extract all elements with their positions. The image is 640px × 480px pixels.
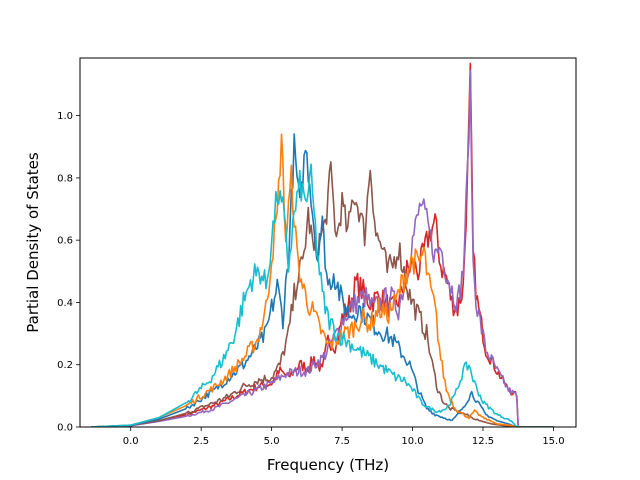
y-tick-label: 0.0 (57, 423, 73, 434)
y-tick-label: 0.8 (57, 173, 73, 184)
y-tick-label: 0.2 (57, 360, 73, 371)
x-tick-label: 7.5 (334, 436, 350, 447)
x-tick-label: 5.0 (264, 436, 280, 447)
series-line-6 (91, 163, 554, 427)
y-axis-label: Partial Density of States (24, 152, 42, 333)
x-tick-label: 0.0 (123, 436, 139, 447)
x-tick-label: 2.5 (193, 436, 209, 447)
x-axis-ticks: 0.0 2.5 5.0 7.5 10.0 12.5 15.0 (123, 427, 565, 447)
series-layer (91, 62, 554, 427)
y-tick-label: 0.4 (57, 298, 73, 309)
x-tick-label: 12.5 (472, 436, 494, 447)
x-axis-label: Frequency (THz) (267, 456, 389, 474)
series-line-2 (91, 69, 554, 427)
y-tick-label: 0.6 (57, 236, 73, 247)
x-tick-label: 15.0 (542, 436, 564, 447)
series-line-4 (91, 133, 554, 427)
series-line-5 (91, 133, 554, 427)
x-tick-label: 10.0 (401, 436, 423, 447)
y-tick-label: 1.0 (57, 111, 73, 122)
plot-frame (79, 57, 577, 428)
y-axis-ticks: 0.0 0.2 0.4 0.6 0.8 1.0 (57, 111, 80, 434)
series-line-3 (91, 161, 554, 427)
